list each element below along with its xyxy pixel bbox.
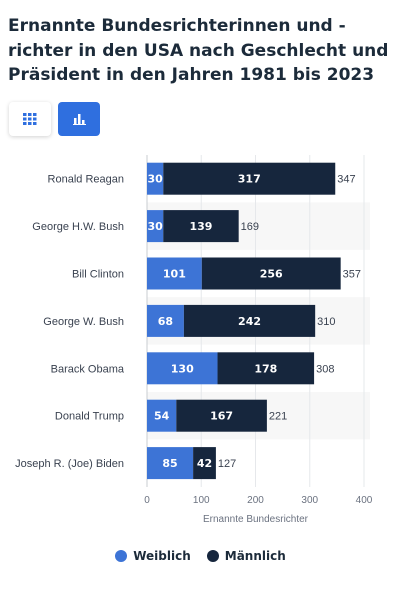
legend: Weiblich Männlich — [0, 549, 401, 563]
bar-segment — [201, 257, 341, 290]
total-label: 308 — [316, 363, 334, 375]
grid-icon — [23, 113, 37, 125]
data-label: 68 — [158, 315, 173, 328]
legend-item-male[interactable]: Männlich — [206, 549, 286, 563]
x-axis-title: Ernannte Bundesrichter — [203, 514, 309, 525]
data-label: 242 — [238, 315, 261, 328]
category-label: Bill Clinton — [72, 269, 124, 281]
data-label: 178 — [254, 362, 277, 375]
total-label: 169 — [241, 221, 259, 233]
data-label: 101 — [163, 268, 186, 281]
data-label: 317 — [238, 173, 261, 186]
bar-segment — [163, 162, 336, 195]
bar-segment — [163, 210, 239, 243]
total-label: 357 — [343, 269, 361, 281]
total-label: 221 — [269, 411, 287, 423]
bar-segment — [147, 352, 218, 385]
data-label: 130 — [171, 362, 194, 375]
bar-segment — [147, 257, 202, 290]
total-label: 310 — [317, 316, 335, 328]
bar-chart: 0 100 200 300 400 Ernannte Bundesrichter Ronal… — [15, 155, 373, 525]
data-label: 30 — [147, 173, 163, 186]
x-tick-label: 100 — [193, 495, 210, 506]
bar-segment — [147, 162, 164, 195]
category-label: Ronald Reagan — [48, 174, 124, 186]
category-label: George W. Bush — [43, 316, 124, 328]
legend-label-male: Männlich — [224, 549, 286, 563]
data-label: 30 — [147, 220, 163, 233]
chart-title: Ernannte Bundesrichterinnen und -richter… — [8, 16, 389, 85]
x-tick-label: 300 — [301, 495, 318, 506]
category-label: Joseph R. (Joe) Biden — [15, 458, 124, 470]
data-label: 139 — [189, 220, 212, 233]
data-label: 167 — [210, 410, 233, 423]
legend-swatch-male — [206, 550, 219, 562]
legend-item-female[interactable]: Weiblich — [115, 549, 191, 563]
data-label: 42 — [197, 457, 212, 470]
chart-view-button[interactable] — [58, 102, 100, 136]
category-label: Barack Obama — [51, 363, 125, 375]
bar-chart-icon — [72, 114, 86, 125]
category-label: George H.W. Bush — [32, 221, 124, 233]
bar-segment — [183, 304, 316, 337]
legend-label-female: Weiblich — [133, 549, 191, 563]
x-tick-label: 0 — [144, 495, 150, 506]
bar-segment — [147, 399, 177, 432]
bar-segment — [147, 210, 164, 243]
data-label: 54 — [154, 410, 170, 423]
legend-swatch-female — [115, 550, 128, 562]
data-label: 256 — [260, 268, 283, 281]
x-tick-label: 400 — [356, 495, 373, 506]
x-tick-label: 200 — [247, 495, 264, 506]
bar-segment — [147, 447, 194, 480]
total-label: 127 — [218, 458, 236, 470]
bar-segment — [217, 352, 315, 385]
total-label: 347 — [337, 174, 355, 186]
category-label: Donald Trump — [55, 411, 124, 423]
bar-segment — [176, 399, 267, 432]
bar-segment — [147, 304, 184, 337]
data-label: 85 — [162, 457, 177, 470]
table-view-button[interactable] — [9, 102, 51, 136]
bar-segment — [193, 447, 216, 480]
